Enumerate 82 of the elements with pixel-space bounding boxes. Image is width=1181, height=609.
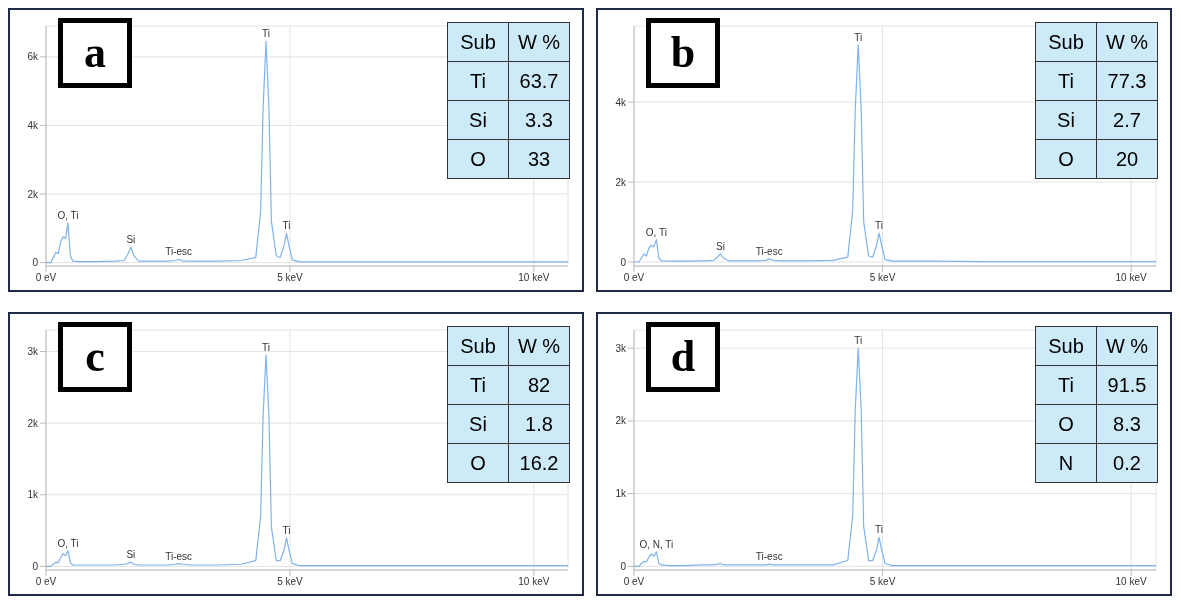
annotation: Si (716, 241, 725, 252)
annotation: 2.7 (1096, 100, 1158, 140)
annotation: 77.3 (1096, 61, 1158, 101)
annotation: Sub (1035, 22, 1097, 62)
y-tick-label: 4k (27, 119, 39, 131)
x-tick-label: 10 keV (1115, 576, 1148, 588)
x-tick-label: 10 keV (518, 576, 550, 588)
annotation: Ti (875, 524, 884, 536)
annotation: Ti (1035, 365, 1097, 405)
y-tick-label: 0 (32, 560, 39, 572)
chart-title: d (646, 322, 720, 392)
annotation: Ti-esc (165, 550, 193, 562)
annotation: O, Ti (57, 210, 79, 222)
annotation: 16.2 (508, 443, 570, 483)
annotation: Sub (1035, 326, 1097, 366)
y-tick-label: 2k (27, 417, 39, 429)
annotation: Si (1035, 100, 1097, 140)
y-tick-label: 1k (615, 488, 627, 500)
annotation: Si (126, 234, 136, 246)
x-tick-label: 5 keV (869, 272, 896, 284)
y-tick-label: 0 (32, 257, 39, 269)
annotation: 1.8 (508, 404, 570, 444)
annotation: 63.7 (508, 61, 570, 101)
annotation: O (1035, 139, 1097, 179)
annotation: Sub (447, 326, 509, 366)
annotation: O (1035, 404, 1097, 444)
annotation: 0.2 (1096, 443, 1158, 483)
y-tick-label: 2k (615, 176, 627, 188)
annotation: Ti (282, 220, 291, 232)
annotation: Ti (854, 335, 863, 347)
x-tick-label: 10 keV (518, 272, 550, 284)
annotation: 8.3 (1096, 404, 1158, 444)
annotation: Ti (447, 365, 509, 405)
annotation: Ti (262, 342, 270, 354)
y-tick-label: 0 (620, 560, 627, 572)
annotation: 91.5 (1096, 365, 1158, 405)
x-tick-label: 0 eV (35, 272, 57, 284)
chart-title: c (58, 322, 132, 392)
annotation: Ti-esc (755, 245, 783, 257)
y-tick-label: 3k (27, 346, 39, 358)
annotation: W % (1096, 326, 1158, 366)
annotation: O, N, Ti (639, 538, 674, 550)
annotation: O (447, 139, 509, 179)
annotation: Si (447, 100, 509, 140)
annotation: O (447, 443, 509, 483)
x-tick-label: 5 keV (869, 576, 896, 588)
x-tick-label: 5 keV (277, 272, 304, 284)
x-tick-label: 5 keV (277, 576, 304, 588)
annotation: Ti (1035, 61, 1097, 101)
annotation: Sub (447, 22, 509, 62)
annotation: Ti (282, 524, 291, 536)
annotation: W % (508, 22, 570, 62)
y-tick-label: 4k (615, 96, 627, 108)
annotation: Ti-esc (755, 551, 783, 563)
annotation: O, Ti (57, 537, 79, 549)
annotation: Si (126, 549, 136, 561)
annotation: N (1035, 443, 1097, 483)
chart-title: b (646, 18, 720, 88)
y-tick-label: 1k (27, 489, 39, 501)
annotation: 3.3 (508, 100, 570, 140)
y-tick-label: 3k (615, 342, 627, 354)
annotation: 20 (1096, 139, 1158, 179)
annotation: Si (447, 404, 509, 444)
annotation: W % (508, 326, 570, 366)
y-tick-label: 2k (27, 188, 39, 200)
x-tick-label: 0 eV (623, 576, 645, 588)
x-tick-label: 0 eV (35, 576, 57, 588)
annotation: 33 (508, 139, 570, 179)
y-tick-label: 0 (620, 256, 627, 268)
x-tick-label: 0 eV (623, 272, 645, 284)
chart-title: a (58, 18, 132, 88)
annotation: Ti (447, 61, 509, 101)
y-tick-label: 6k (27, 51, 39, 63)
annotation: Ti (875, 220, 884, 232)
x-tick-label: 10 keV (1115, 272, 1148, 284)
y-tick-label: 2k (615, 415, 627, 427)
annotation: O, Ti (645, 226, 667, 238)
annotation: Ti (262, 28, 270, 40)
annotation: Ti-esc (165, 246, 193, 258)
annotation: W % (1096, 22, 1158, 62)
annotation: 82 (508, 365, 570, 405)
annotation: Ti (854, 31, 863, 43)
